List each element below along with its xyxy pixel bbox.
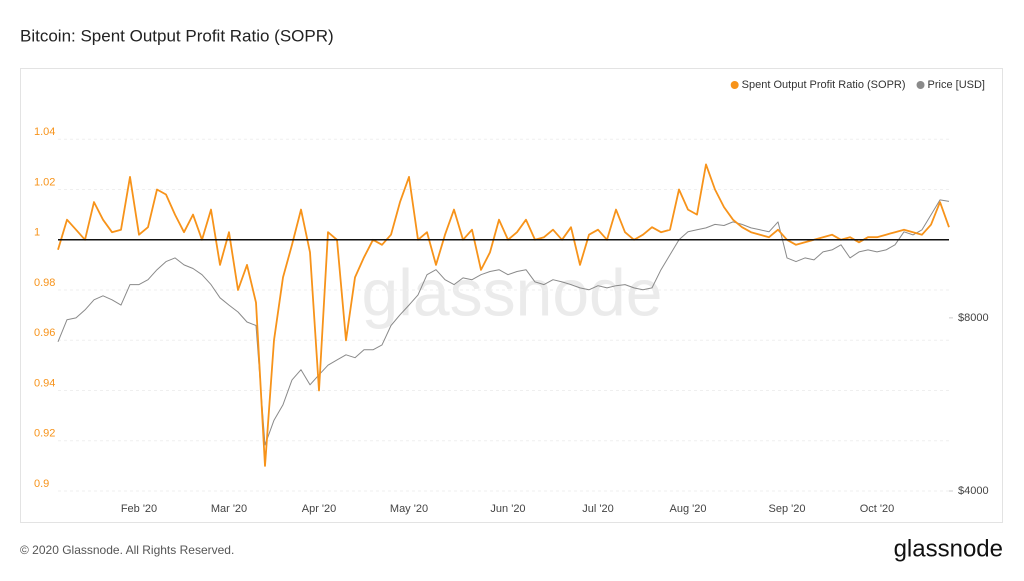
y-tick-label: 0.98 [34, 277, 55, 289]
legend-label: Price [USD] [928, 79, 985, 91]
y-tick-label: 0.92 [34, 428, 55, 440]
y2-tick-label: $4000 [958, 485, 989, 497]
y-tick-label: 0.94 [34, 377, 55, 389]
x-tick-label: Jul '20 [582, 503, 613, 515]
x-tick-label: Feb '20 [121, 503, 157, 515]
y-tick-label: 1.02 [34, 176, 55, 188]
x-tick-label: Aug '20 [670, 503, 707, 515]
chart-frame [20, 68, 1003, 523]
y-tick-label: 0.9 [34, 478, 49, 490]
legend-swatch [916, 81, 925, 89]
chart-title: Bitcoin: Spent Output Profit Ratio (SOPR… [20, 26, 334, 45]
x-tick-label: May '20 [390, 503, 428, 515]
legend-swatch [730, 81, 739, 89]
y-tick-label: 1 [34, 227, 40, 239]
x-tick-label: Oct '20 [860, 503, 895, 515]
logo: glassnode [894, 535, 1003, 562]
watermark: glassnode [362, 255, 663, 329]
footer: © 2020 Glassnode. All Rights Reserved. [20, 543, 234, 557]
y2-tick-label: $8000 [958, 312, 989, 324]
y-tick-label: 0.96 [34, 327, 55, 339]
legend-label: Spent Output Profit Ratio (SOPR) [742, 79, 906, 91]
x-tick-label: Sep '20 [769, 503, 806, 515]
y-tick-label: 1.04 [34, 126, 55, 138]
x-tick-label: Mar '20 [211, 503, 247, 515]
series-line [57, 163, 950, 467]
series-line [57, 199, 950, 446]
x-tick-label: Jun '20 [490, 503, 525, 515]
x-tick-label: Apr '20 [302, 503, 337, 515]
